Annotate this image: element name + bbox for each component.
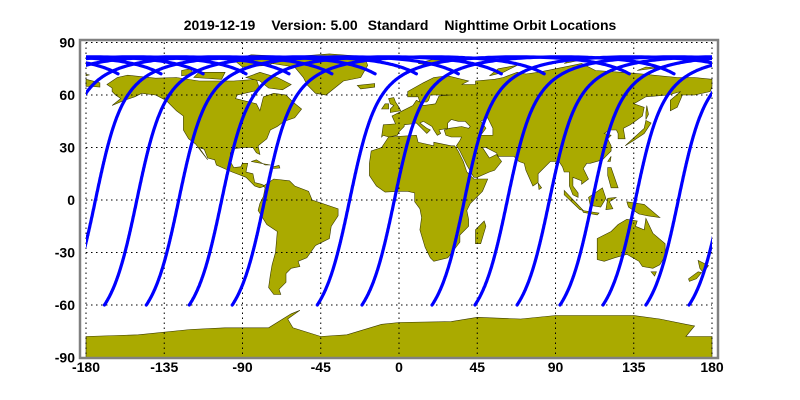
orbit-track xyxy=(687,235,712,307)
land-tasmania xyxy=(650,271,657,277)
land-cuba xyxy=(251,159,271,166)
land-sumatra xyxy=(563,189,585,212)
orbit-track xyxy=(0,57,48,305)
land-wrangel xyxy=(85,74,90,77)
land-masses xyxy=(85,53,713,358)
land-madagascar xyxy=(475,220,487,244)
land-philippines xyxy=(607,167,619,189)
orbit-track xyxy=(187,55,503,307)
y-tick-label: 30 xyxy=(59,140,75,156)
land-japan xyxy=(624,119,652,147)
orbit-track xyxy=(86,55,377,250)
orbit-tracks xyxy=(0,55,800,307)
land-victoria xyxy=(193,72,226,80)
land-taiwan xyxy=(607,156,612,162)
land-sakhalin xyxy=(645,105,649,120)
land-sri-lanka xyxy=(537,182,543,191)
y-tick-label: -90 xyxy=(55,350,75,366)
x-tick-label: 45 xyxy=(469,359,485,375)
orbit-track xyxy=(144,55,460,307)
orbit-track xyxy=(315,55,631,307)
x-tick-label: 90 xyxy=(548,359,564,375)
y-tick-label: -60 xyxy=(55,297,75,313)
x-tick-label: 0 xyxy=(395,359,403,375)
orbit-track xyxy=(644,90,712,307)
orbit-track xyxy=(360,55,676,307)
land-iceland xyxy=(356,83,375,90)
land-new-siberia xyxy=(637,66,657,71)
orbit-track xyxy=(772,57,800,305)
orbit-track xyxy=(430,55,712,307)
orbit-track xyxy=(230,55,546,307)
land-south-america xyxy=(257,178,339,295)
orbit-track xyxy=(730,57,800,305)
y-tick-label: 0 xyxy=(67,192,75,208)
map-frame xyxy=(78,38,720,360)
orbit-track xyxy=(86,55,291,76)
land-ireland xyxy=(381,103,389,110)
x-tick-label: -90 xyxy=(232,359,252,375)
orbit-track xyxy=(558,56,712,307)
land-sulawesi xyxy=(605,197,617,210)
x-tick-label: -135 xyxy=(150,359,178,375)
y-tick-label: 60 xyxy=(59,87,75,103)
orbit-track xyxy=(601,63,712,307)
y-tick-label: 90 xyxy=(59,35,75,51)
x-tick-label: 180 xyxy=(700,359,724,375)
orbit-track xyxy=(515,55,712,307)
land-eurasia xyxy=(381,63,713,198)
x-tick-label: 135 xyxy=(622,359,646,375)
x-tick-label: -45 xyxy=(311,359,331,375)
orbit-track xyxy=(86,55,334,97)
orbit-track xyxy=(473,55,712,307)
latitude-tick-labels: 90 60 30 0 -30 -60 -90 xyxy=(55,35,75,366)
map-title: 2019-12-19 Version: 5.00 Standard Nighttime… xyxy=(184,17,617,33)
land-nz-south xyxy=(688,271,703,282)
longitude-tick-labels: -180 -135 -90 -45 0 45 90 135 180 xyxy=(72,359,724,375)
y-tick-label: -30 xyxy=(55,245,75,261)
orbit-track xyxy=(102,55,418,307)
x-tick-label: -180 xyxy=(72,359,100,375)
land-australia xyxy=(596,217,666,269)
orbit-track xyxy=(0,57,3,305)
land-britain xyxy=(388,97,402,113)
